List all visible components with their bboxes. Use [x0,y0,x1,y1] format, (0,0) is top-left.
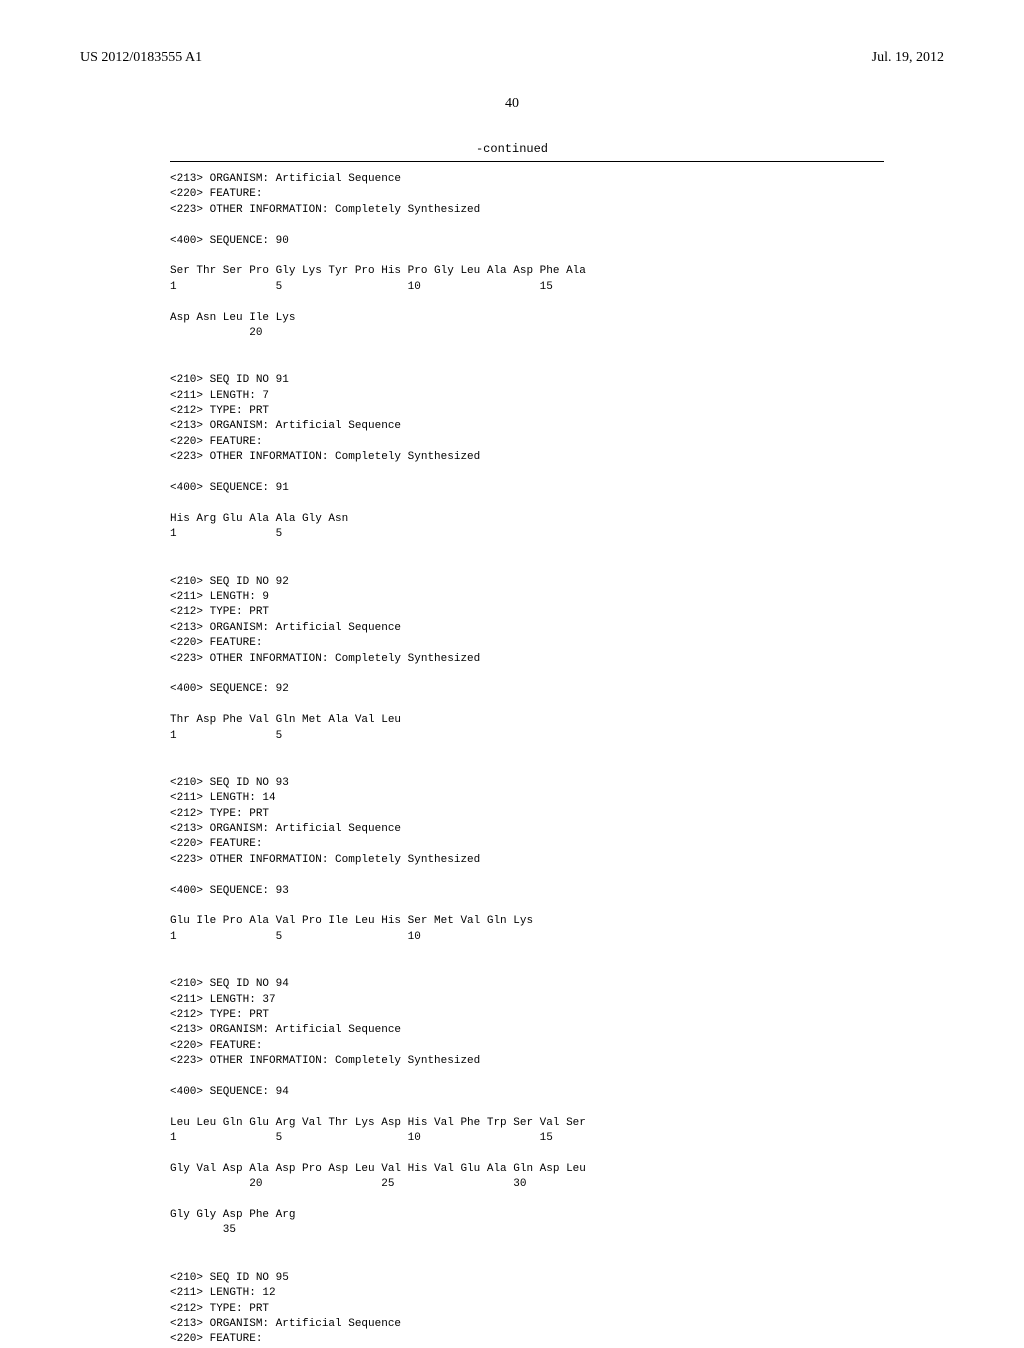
sequence-block: <210> SEQ ID NO 94 <211> LENGTH: 37 <212… [170,977,884,1239]
publication-date: Jul. 19, 2012 [872,50,944,66]
page-header: US 2012/0183555 A1 Jul. 19, 2012 [80,50,944,66]
sequence-block: <210> SEQ ID NO 93 <211> LENGTH: 14 <212… [170,776,884,945]
sequence-content: <213> ORGANISM: Artificial Sequence <220… [170,161,884,1348]
section-divider [170,161,884,162]
sequence-block: <210> SEQ ID NO 95 <211> LENGTH: 12 <212… [170,1271,884,1348]
sequence-block: <210> SEQ ID NO 91 <211> LENGTH: 7 <212>… [170,373,884,542]
publication-number: US 2012/0183555 A1 [80,50,202,66]
page-number: 40 [80,96,944,112]
sequence-block: <213> ORGANISM: Artificial Sequence <220… [170,172,884,341]
sequence-block: <210> SEQ ID NO 92 <211> LENGTH: 9 <212>… [170,575,884,744]
continued-label: -continued [80,142,944,156]
